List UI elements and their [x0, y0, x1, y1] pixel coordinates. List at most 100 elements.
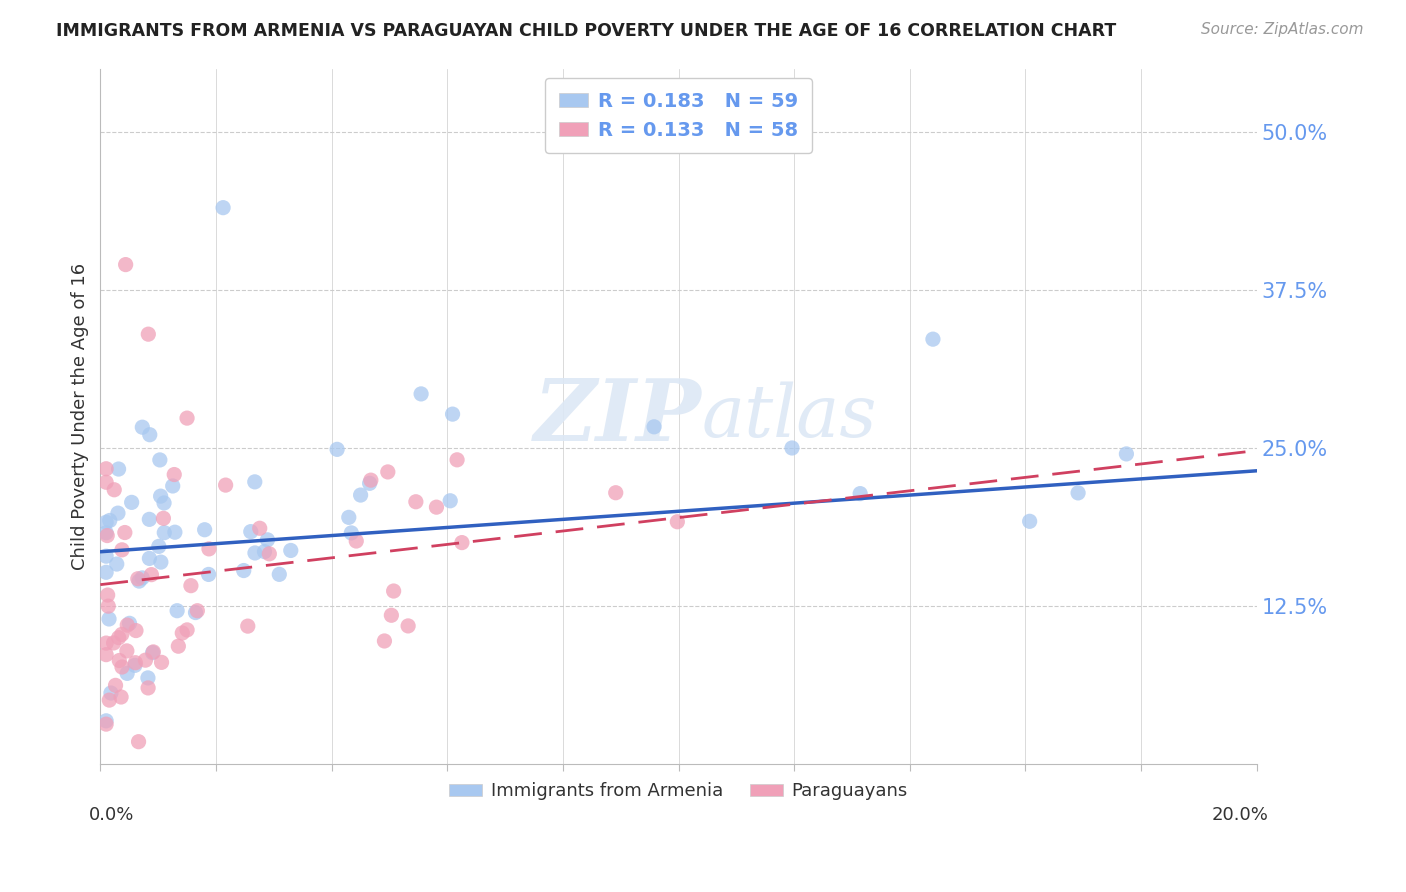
Point: [94, 462, 117, 476]
Point: [396, 619, 419, 633]
Point: [104, 678, 127, 692]
Point: [124, 656, 146, 670]
Point: [166, 604, 188, 618]
Point: [344, 534, 367, 549]
Point: [107, 462, 129, 476]
Point: [212, 201, 235, 215]
Point: [125, 624, 148, 638]
Point: [111, 542, 134, 557]
Point: [94, 714, 117, 728]
Point: [107, 506, 129, 520]
Point: [98, 693, 121, 707]
Point: [446, 452, 468, 467]
Point: [167, 639, 190, 653]
Point: [249, 521, 271, 535]
Point: [163, 467, 186, 482]
Point: [405, 495, 427, 509]
Point: [148, 540, 170, 554]
Text: 20.0%: 20.0%: [1212, 806, 1268, 824]
Point: [103, 483, 125, 497]
Point: [94, 525, 117, 540]
Point: [666, 515, 689, 529]
Point: [111, 627, 134, 641]
Point: [96, 528, 118, 542]
Point: [136, 671, 159, 685]
Point: [117, 618, 139, 632]
Point: [411, 387, 433, 401]
Point: [380, 608, 402, 623]
Point: [127, 572, 149, 586]
Point: [360, 473, 382, 487]
Point: [377, 465, 399, 479]
Point: [100, 686, 122, 700]
Point: [107, 631, 129, 645]
Point: [605, 485, 627, 500]
Point: [232, 564, 254, 578]
Point: [139, 427, 162, 442]
Point: [94, 717, 117, 731]
Point: [269, 567, 291, 582]
Point: [922, 332, 945, 346]
Point: [340, 525, 363, 540]
Point: [141, 567, 163, 582]
Point: [94, 516, 117, 530]
Point: [115, 644, 138, 658]
Point: [153, 496, 176, 510]
Point: [451, 535, 474, 549]
Point: [136, 327, 159, 342]
Point: [124, 658, 146, 673]
Point: [149, 489, 172, 503]
Point: [150, 656, 173, 670]
Point: [259, 547, 281, 561]
Point: [142, 646, 165, 660]
Point: [180, 579, 202, 593]
Point: [239, 524, 262, 539]
Point: [382, 584, 405, 599]
Point: [214, 478, 236, 492]
Point: [94, 549, 117, 563]
Point: [131, 571, 153, 585]
Point: [162, 479, 184, 493]
Point: [110, 690, 132, 704]
Point: [149, 453, 172, 467]
Point: [142, 645, 165, 659]
Point: [441, 407, 464, 421]
Point: [97, 599, 120, 614]
Point: [149, 555, 172, 569]
Point: [176, 623, 198, 637]
Text: 0.0%: 0.0%: [89, 806, 134, 824]
Legend: Immigrants from Armenia, Paraguayans: Immigrants from Armenia, Paraguayans: [441, 775, 915, 807]
Point: [243, 546, 266, 560]
Point: [194, 523, 217, 537]
Point: [152, 511, 174, 525]
Text: IMMIGRANTS FROM ARMENIA VS PARAGUAYAN CHILD POVERTY UNDER THE AGE OF 16 CORRELAT: IMMIGRANTS FROM ARMENIA VS PARAGUAYAN CH…: [56, 22, 1116, 40]
Point: [643, 419, 665, 434]
Point: [172, 626, 194, 640]
Point: [111, 660, 134, 674]
Point: [1067, 486, 1090, 500]
Point: [94, 475, 117, 490]
Point: [337, 510, 360, 524]
Point: [136, 681, 159, 695]
Point: [118, 616, 141, 631]
Point: [1018, 514, 1040, 528]
Point: [198, 541, 221, 556]
Point: [114, 258, 136, 272]
Point: [121, 495, 143, 509]
Point: [326, 442, 349, 457]
Point: [349, 488, 371, 502]
Point: [94, 566, 117, 580]
Point: [128, 734, 150, 748]
Point: [256, 533, 278, 547]
Point: [153, 525, 176, 540]
Point: [105, 557, 128, 571]
Point: [103, 636, 125, 650]
Point: [236, 619, 259, 633]
Point: [849, 486, 872, 500]
Point: [115, 666, 138, 681]
Point: [98, 513, 121, 527]
Point: [184, 606, 207, 620]
Point: [114, 525, 136, 540]
Point: [373, 634, 395, 648]
Point: [243, 475, 266, 489]
